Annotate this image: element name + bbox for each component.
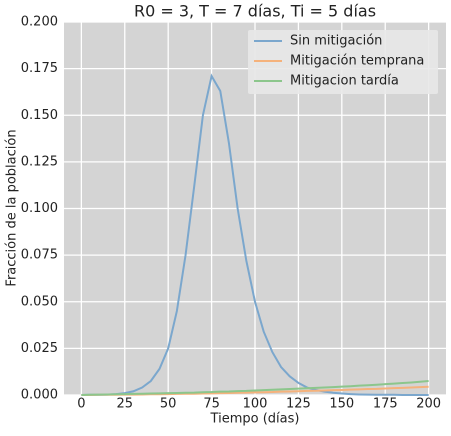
legend-label: Mitigación temprana — [290, 54, 424, 69]
y-tick-label: 0.125 — [21, 154, 58, 169]
legend-label: Mitigacion tardía — [290, 74, 399, 89]
y-tick-label: 0.150 — [21, 108, 58, 123]
legend: Sin mitigación Mitigación temprana Mitigac… — [248, 30, 438, 94]
y-tick-label: 0.000 — [21, 388, 58, 403]
x-axis-label: Tiempo (días) — [210, 412, 300, 427]
x-tick-label: 125 — [286, 397, 311, 412]
y-tick-label: 0.175 — [21, 61, 58, 76]
x-tick-label: 150 — [329, 397, 354, 412]
x-tick-label: 75 — [203, 397, 220, 412]
x-tick-label: 50 — [160, 397, 177, 412]
series-line — [81, 380, 429, 396]
y-tick-label: 0.100 — [21, 201, 58, 216]
x-tick-label: 175 — [373, 397, 398, 412]
x-tick-label: 100 — [243, 397, 268, 412]
x-tick-label: 0 — [77, 397, 85, 412]
y-tick-label: 0.200 — [21, 15, 58, 30]
chart-title: R0 = 3, T = 7 días, Ti = 5 días — [134, 2, 376, 21]
y-tick-label: 0.075 — [21, 248, 58, 263]
y-tick-label: 0.025 — [21, 341, 58, 356]
legend-label: Sin mitigación — [290, 34, 382, 49]
x-tick-label: 200 — [416, 397, 441, 412]
y-axis-label: Fracción de la población — [5, 129, 20, 286]
legend-box — [248, 30, 438, 94]
series-line — [81, 73, 429, 396]
y-tick-label: 0.050 — [21, 294, 58, 309]
x-tick-label: 25 — [116, 397, 133, 412]
